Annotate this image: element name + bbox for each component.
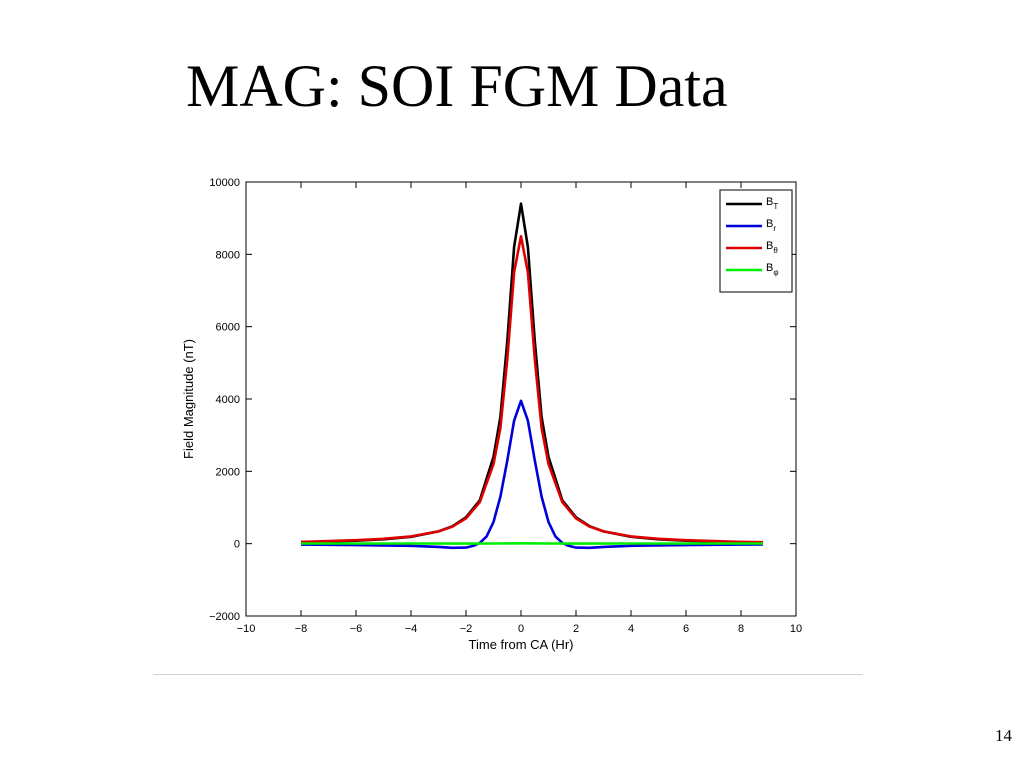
y-tick-label: 0 — [234, 539, 240, 551]
y-tick-label: 2000 — [216, 466, 240, 478]
series-line-θ — [300, 235, 764, 544]
legend-box — [719, 189, 793, 293]
x-tick-label: −6 — [350, 623, 363, 635]
y-tick-label: −2000 — [209, 611, 240, 623]
plot-area — [245, 181, 797, 617]
y-axis-label: Field Magnitude (nT) — [181, 339, 196, 459]
chart-figure: −10 −8 −6 −4 −2 0 2 4 6 8 10 −2000 0 2000 4000 6000 8000… — [160, 168, 860, 668]
x-tick-label: 6 — [683, 623, 689, 635]
y-tick-label: 4000 — [216, 394, 240, 406]
series-line-r — [300, 399, 764, 550]
y-tick-label: 8000 — [216, 249, 240, 261]
x-tick-label: −8 — [295, 623, 308, 635]
page-number: 14 — [995, 726, 1012, 745]
y-tick-label: 6000 — [216, 322, 240, 334]
x-tick-label: 4 — [628, 623, 634, 635]
chart-svg: −10 −8 −6 −4 −2 0 2 4 6 8 10 −2000 0 2000 4000 6000 8000… — [181, 177, 802, 652]
x-tick-label: 2 — [573, 623, 579, 635]
x-tick-label: 10 — [790, 623, 802, 635]
x-tick-label: 0 — [518, 623, 524, 635]
x-tick-label: −10 — [237, 623, 256, 635]
x-tick-label: 8 — [738, 623, 744, 635]
slide-title: MAG: SOI FGM Data — [186, 53, 728, 119]
x-axis-label: Time from CA (Hr) — [469, 637, 574, 652]
x-tick-label: −4 — [405, 623, 418, 635]
x-tick-label: −2 — [460, 623, 473, 635]
divider-line — [153, 674, 863, 675]
legend-label: Br — [766, 218, 776, 233]
y-tick-label: 10000 — [209, 177, 240, 189]
